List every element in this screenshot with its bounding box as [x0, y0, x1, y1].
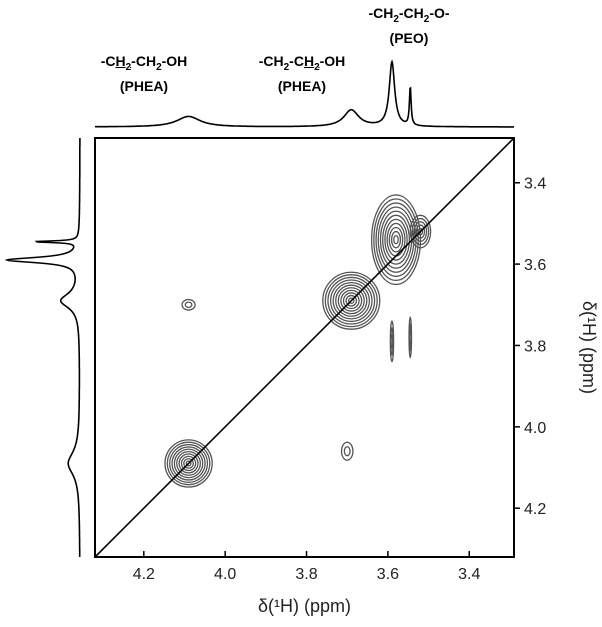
- y-axis-title: δ(¹H) (ppm): [579, 301, 599, 394]
- x-tick-label: 3.6: [377, 566, 399, 583]
- diagonal-line: [94, 137, 515, 558]
- contour-level: [390, 333, 394, 349]
- contour-level: [173, 448, 204, 479]
- x-axis-title: δ(¹H) (ppm): [258, 596, 351, 616]
- contour-level: [324, 274, 378, 328]
- contour-level: [415, 224, 426, 239]
- contour-peak: [409, 214, 432, 249]
- contour-level: [329, 279, 373, 323]
- contour-level: [340, 441, 354, 461]
- contour-level: [180, 455, 197, 472]
- contour-level: [178, 453, 199, 474]
- contour-peak: [181, 298, 196, 311]
- x-tick-label: 3.8: [295, 566, 317, 583]
- contour-level: [384, 218, 408, 261]
- contour-level: [340, 289, 363, 312]
- x-tick-label: 4.2: [133, 566, 155, 583]
- peak-label-formula: -CH2-CH2-OH: [258, 53, 346, 73]
- contour-level: [322, 271, 381, 330]
- peak-label-formula: -CH2-CH2-O-: [368, 5, 450, 25]
- contour-level: [377, 206, 415, 273]
- contour-level: [370, 194, 422, 286]
- contour-level: [332, 281, 371, 320]
- contour-level: [409, 214, 432, 249]
- contour-peak: [340, 441, 354, 461]
- contour-peak: [389, 320, 395, 363]
- y-tick-label: 3.6: [524, 257, 546, 274]
- contour-level: [393, 234, 399, 245]
- contour-level: [164, 439, 213, 488]
- contour-level: [342, 292, 360, 310]
- peak-label-phea-ch2-beta: -CH2-CH2-OH (PHEA): [246, 52, 358, 96]
- contour-peak: [322, 271, 381, 330]
- contour-level: [408, 329, 412, 345]
- contour-level: [348, 297, 355, 304]
- contour-level: [373, 198, 419, 282]
- y-tick-label: 4.2: [524, 501, 546, 518]
- peak-label-formula: -CH2-CH2-OH: [100, 53, 188, 73]
- y-axis: 3.4 3.6 3.8 4.0 4.2: [514, 176, 546, 518]
- left-projection-spectrum: [4, 138, 81, 557]
- contour-level: [169, 443, 209, 483]
- contour-level: [343, 446, 351, 457]
- peak-label-phea-ch2-alpha: -CH2-CH2-OH (PHEA): [88, 52, 200, 96]
- x-tick-label: 3.4: [458, 566, 480, 583]
- y-tick-label: 3.4: [524, 176, 546, 193]
- contour-peak: [408, 316, 413, 359]
- contour-level: [417, 227, 424, 236]
- contour-level: [411, 217, 430, 246]
- contour-level: [184, 301, 193, 309]
- peak-label-peo: -CH2-CH2-O- (PEO): [344, 4, 474, 48]
- contour-level: [335, 284, 368, 317]
- peak-label-polymer: (PHEA): [277, 77, 327, 94]
- contour-level: [185, 460, 192, 467]
- peak-label-polymer: (PEO): [389, 29, 429, 46]
- contour-peak: [164, 439, 213, 488]
- contour-layer: [164, 194, 432, 488]
- contour-level: [337, 287, 365, 315]
- contour-level: [345, 294, 358, 307]
- contour-level: [413, 221, 428, 242]
- peak-label-polymer: (PHEA): [119, 77, 169, 94]
- y-tick-label: 3.8: [524, 338, 546, 355]
- contour-level: [166, 441, 211, 486]
- contour-level: [388, 226, 404, 253]
- contour-level: [375, 202, 417, 277]
- y-tick-label: 4.0: [524, 420, 546, 437]
- contour-level: [327, 276, 376, 325]
- x-tick-label: 4.0: [214, 566, 236, 583]
- contour-level: [176, 450, 202, 476]
- x-axis: 4.2 4.0 3.8 3.6 3.4: [133, 551, 480, 583]
- contour-level: [183, 458, 194, 469]
- contour-level: [181, 298, 196, 311]
- top-projection-spectrum: [95, 59, 514, 128]
- contour-level: [390, 230, 402, 249]
- plot-frame: [94, 137, 515, 558]
- contour-level: [171, 446, 206, 481]
- contour-level: [382, 214, 410, 265]
